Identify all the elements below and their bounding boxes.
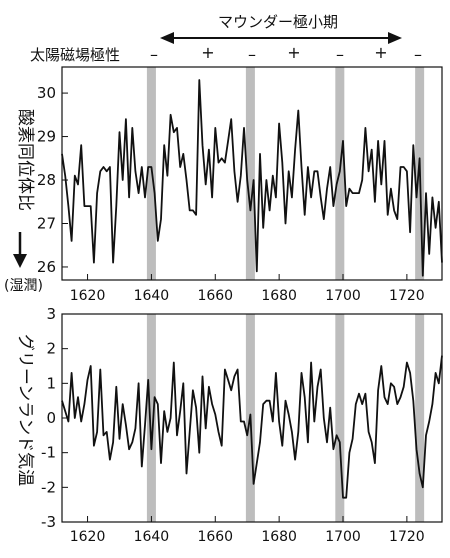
oxygen-isotope-plot-frame <box>61 66 443 281</box>
polarity-sign: + <box>374 43 387 62</box>
maunder-arrow-right-head <box>388 32 402 44</box>
y-tick-label: 26 <box>37 258 56 276</box>
y-tick-label: -3 <box>41 513 56 531</box>
y-tick-label: 28 <box>37 171 56 189</box>
y-tick-label: 3 <box>46 305 56 323</box>
oxygen-isotope-series-line <box>61 79 443 277</box>
x-tick-label: 1640 <box>134 288 170 304</box>
polarity-sign: – <box>150 45 158 64</box>
solar-polarity-label: 太陽磁場極性 <box>30 46 120 64</box>
y-tick-label: 0 <box>46 409 56 427</box>
greenland-temperature-series-line <box>61 355 443 499</box>
maunder-arrow-left-head <box>160 32 174 44</box>
polarity-sign: – <box>336 45 344 64</box>
x-tick-label: 1720 <box>389 288 425 304</box>
y-tick-label: 29 <box>37 128 56 146</box>
y-tick-label: 1 <box>46 374 56 392</box>
oxygen-isotope-ylabel: 酸素同位体比 <box>15 109 35 211</box>
maunder-minimum-annotation: マウンダー極小期 <box>160 13 402 44</box>
oxygen-isotope-panel: 1620 1640 1660 1680 1700 1720 26 27 28 29 30 酸素同位… <box>4 66 443 304</box>
x-tick-label: 1620 <box>70 529 106 545</box>
x-tick-label: 1660 <box>197 288 233 304</box>
y-tick-label: 2 <box>46 340 56 358</box>
y-tick-label: -1 <box>41 444 56 462</box>
x-tick-label: 1700 <box>325 288 361 304</box>
shaded-band <box>146 314 156 522</box>
x-tick-label: 1700 <box>325 529 361 545</box>
shaded-band <box>415 314 425 522</box>
x-tick-label: 1640 <box>134 529 170 545</box>
wet-direction-arrow <box>13 232 27 268</box>
greenland-temperature-panel: 1620 1640 1660 1680 1700 1720 -3 -2 -1 0 1 2 3 グリーン… <box>15 305 443 545</box>
x-tick-label: 1660 <box>197 529 233 545</box>
polarity-sign: – <box>414 45 422 64</box>
x-tick-label: 1720 <box>389 529 425 545</box>
wet-label: (湿潤) <box>4 278 43 294</box>
polarity-sign: + <box>287 43 300 62</box>
solar-polarity-signs: – + – + – + – <box>150 43 422 64</box>
x-tick-label: 1620 <box>70 288 106 304</box>
y-tick-label: -2 <box>41 478 56 496</box>
y-tick-label: 27 <box>37 214 56 232</box>
y-tick-label: 30 <box>37 84 56 102</box>
shaded-band <box>335 314 345 522</box>
polarity-sign: – <box>248 45 256 64</box>
shaded-band <box>245 67 255 280</box>
polarity-sign: + <box>201 43 214 62</box>
greenland-temperature-ylabel: グリーンランド気温 <box>15 334 35 486</box>
maunder-minimum-label: マウンダー極小期 <box>218 13 338 31</box>
x-tick-label: 1680 <box>261 288 297 304</box>
x-tick-label: 1680 <box>261 529 297 545</box>
